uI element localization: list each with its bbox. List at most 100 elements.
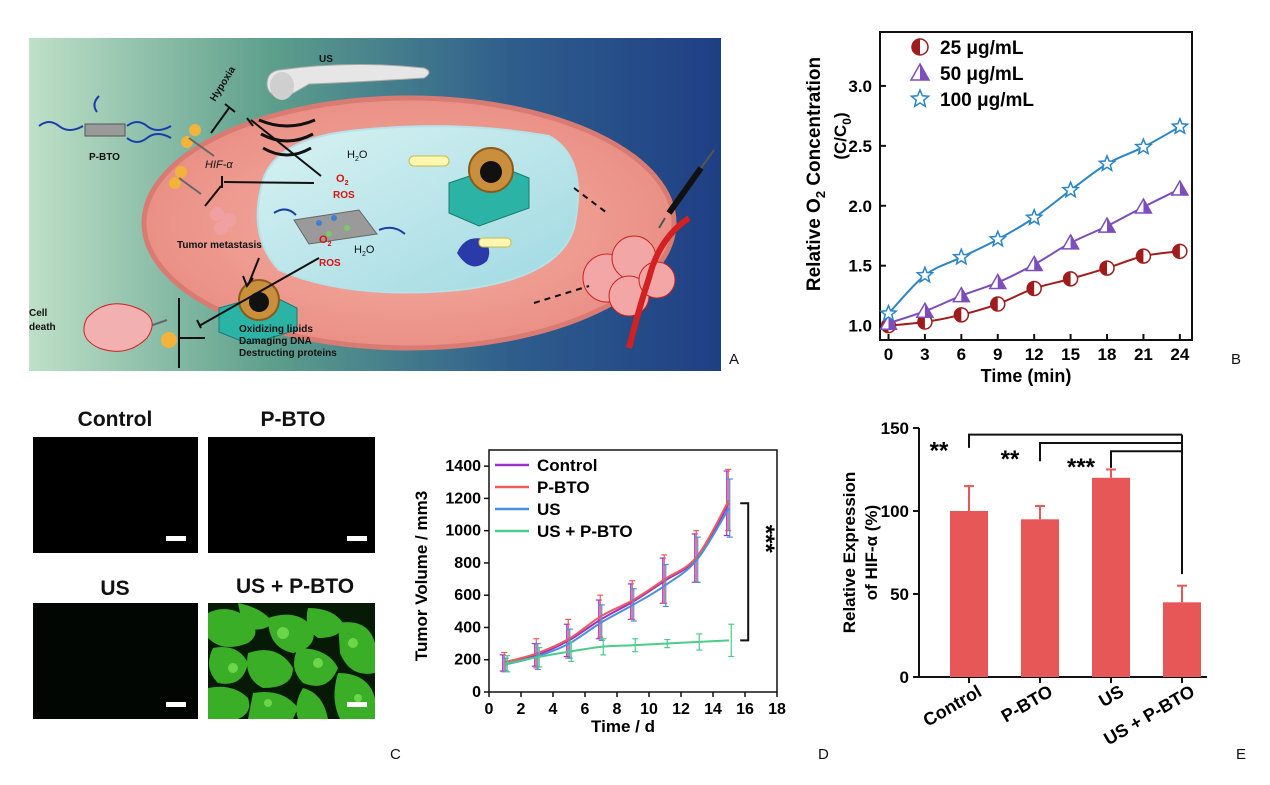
marker-fill	[1143, 198, 1152, 213]
y-tick-label: 1000	[445, 523, 481, 540]
schematic-illustration: US P-BTO Hypoxia HIF-α Tumor metastasis …	[29, 38, 721, 371]
x-tick-label: 15	[1061, 345, 1080, 364]
micro-title-control: Control	[77, 408, 153, 431]
series-line-3	[504, 639, 730, 665]
x-tick-label: 6	[581, 701, 590, 718]
micrograph-us-pbto	[208, 603, 375, 719]
x-tick-label: 24	[1170, 345, 1189, 364]
significance-label: **	[1001, 446, 1020, 473]
marker	[988, 229, 1008, 248]
micro-title-us-pbto: US + P-BTO	[235, 575, 355, 598]
marker	[1133, 137, 1153, 156]
marker-fill	[997, 274, 1006, 289]
marker-fill	[1063, 271, 1071, 286]
legend-marker-fill	[920, 64, 929, 80]
marker	[1061, 180, 1081, 199]
x-tick-label: 8	[613, 701, 622, 718]
oxidizing-label: Oxidizing lipids	[239, 324, 313, 335]
x-axis-label: Time (min)	[981, 366, 1072, 386]
micrograph-us	[33, 603, 198, 719]
y-tick-label: 1.5	[848, 257, 872, 276]
y-tick-label: 600	[454, 587, 481, 604]
legend-label: 50 μg/mL	[940, 64, 1024, 85]
x-tick-label: 0	[884, 345, 893, 364]
marker	[1170, 116, 1190, 135]
bar-0	[950, 511, 988, 677]
bar-1	[1021, 519, 1059, 677]
x-tick-label: 14	[704, 701, 722, 718]
plot-frame	[879, 31, 1193, 341]
hif-label: HIF-α	[205, 159, 233, 171]
legend-label: 100 μg/mL	[940, 90, 1034, 111]
y-tick-label: 150	[881, 419, 909, 438]
marker	[951, 247, 971, 266]
scale-bar	[347, 702, 367, 707]
ultrasound-waves-icon	[258, 118, 316, 157]
y-axis-label: Relative O2 Concentration	[804, 57, 828, 291]
o2-label-top: O2	[336, 173, 349, 187]
pbto-label: P-BTO	[89, 152, 120, 163]
y-tick-label: 1.0	[848, 317, 872, 336]
x-tick-label: 21	[1134, 345, 1153, 364]
y-tick-label: 2.5	[848, 137, 872, 156]
marker-fill	[1034, 256, 1043, 271]
x-tick-label: 12	[672, 701, 690, 718]
y-tick-label: 0	[472, 684, 481, 701]
marker	[915, 265, 935, 284]
x-tick-label: 9	[993, 345, 1002, 364]
x-tick-label: 3	[920, 345, 929, 364]
dead-cell-icon	[83, 303, 153, 352]
pbto-nanoparticle-icon	[273, 208, 406, 245]
ros-label-bottom: ROS	[319, 258, 341, 269]
damaging-label: Damaging DNA	[239, 336, 312, 347]
micro-title-pbto: P-BTO	[260, 408, 326, 431]
h2o-label-bottom: H2O	[354, 244, 375, 258]
marker-fill	[1107, 218, 1116, 233]
legend-marker-fill	[912, 39, 920, 55]
significance-label: ***	[752, 525, 779, 554]
destructing-label: Destructing proteins	[239, 348, 337, 359]
marker-fill	[917, 315, 925, 330]
bar-2	[1092, 477, 1130, 677]
organelle-icon-2	[218, 279, 298, 345]
panel-letter-d: D	[818, 746, 829, 763]
legend-label: P-BTO	[537, 478, 590, 497]
x-tick-label: 10	[640, 701, 658, 718]
marker	[878, 303, 899, 322]
x-tick-label: 4	[549, 701, 558, 718]
scale-bar	[166, 536, 186, 541]
organelle-icon	[448, 147, 530, 227]
x-tick-label: US	[1095, 681, 1127, 711]
significance-bracket	[740, 502, 750, 642]
x-axis-label: Time / d	[591, 717, 655, 736]
y-tick-label: 200	[454, 652, 481, 669]
significance-bracket	[1110, 450, 1182, 468]
legend-marker	[909, 88, 931, 108]
y-tick-label: 50	[890, 585, 909, 604]
fluorescence-cells	[208, 603, 375, 719]
tumor-cluster-icon	[582, 215, 691, 349]
marker	[1024, 207, 1044, 226]
scale-bar	[166, 702, 186, 707]
ros-label-top: ROS	[333, 190, 355, 201]
y-tick-label: 400	[454, 619, 481, 636]
x-tick-label: P-BTO	[998, 681, 1056, 726]
legend-label: US + P-BTO	[537, 522, 633, 541]
marker-fill	[1172, 244, 1180, 259]
x-tick-label: 6	[957, 345, 966, 364]
chart-b: 0 3 6 9 12 15 18 21 24 1.0 1.5 2.0 2.5 3.0 Time (min) R…	[804, 31, 1193, 386]
cell-label: Cell	[29, 308, 48, 319]
x-tick-label: 0	[485, 701, 494, 718]
o2-label-bottom: O2	[319, 234, 332, 248]
tumor-metastasis-label: Tumor metastasis	[177, 240, 262, 251]
y-tick-label: 2.0	[848, 197, 872, 216]
us-label: US	[319, 54, 333, 65]
legend-label: 25 μg/mL	[940, 38, 1024, 59]
series-line-1	[504, 499, 730, 664]
significance-label: ***	[1067, 454, 1096, 481]
plot-frame	[488, 449, 778, 693]
h2o-label-top: H2O	[347, 149, 368, 163]
bar-3	[1163, 602, 1201, 677]
x-tick-label: 16	[736, 701, 754, 718]
marker-fill	[1136, 249, 1144, 264]
